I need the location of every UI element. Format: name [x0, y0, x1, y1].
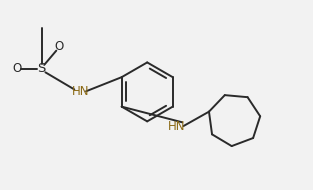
Text: HN: HN — [72, 85, 89, 98]
Text: HN: HN — [168, 120, 185, 132]
Text: O: O — [12, 62, 22, 75]
Text: O: O — [54, 40, 64, 53]
Text: S: S — [38, 62, 46, 75]
